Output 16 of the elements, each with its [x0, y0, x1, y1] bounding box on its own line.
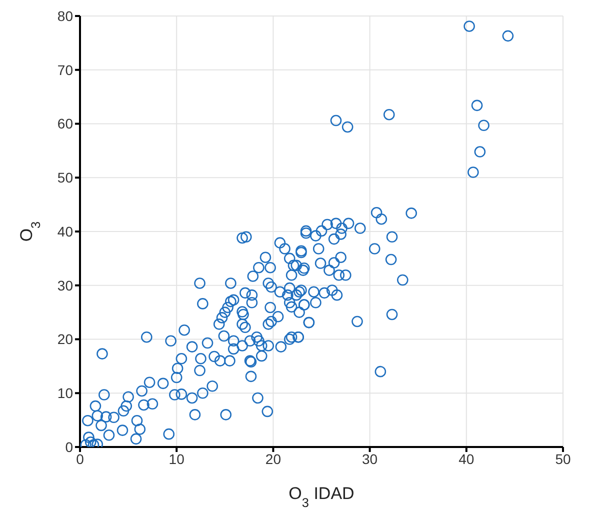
y-tick-label: 10	[57, 385, 74, 402]
y-tick-label: 0	[65, 438, 74, 455]
y-tick-label: 30	[57, 277, 74, 294]
x-tick-label: 0	[76, 450, 84, 467]
x-tick-label: 50	[555, 450, 571, 467]
x-axis-title: O$_{3}$ IDAD	[288, 484, 354, 510]
x-tick-label: 20	[265, 450, 282, 467]
x-tick-label: 10	[168, 450, 185, 467]
y-tick-label: 50	[57, 170, 74, 186]
x-tick-label: 40	[458, 450, 474, 467]
x-tick-label: 30	[362, 450, 378, 467]
y-tick-label: 60	[57, 116, 74, 132]
y-tick-label: 80	[57, 8, 74, 24]
y-tick-label: 20	[57, 331, 74, 348]
y-tick-label: 70	[57, 62, 74, 78]
y-tick-label: 40	[57, 223, 74, 240]
